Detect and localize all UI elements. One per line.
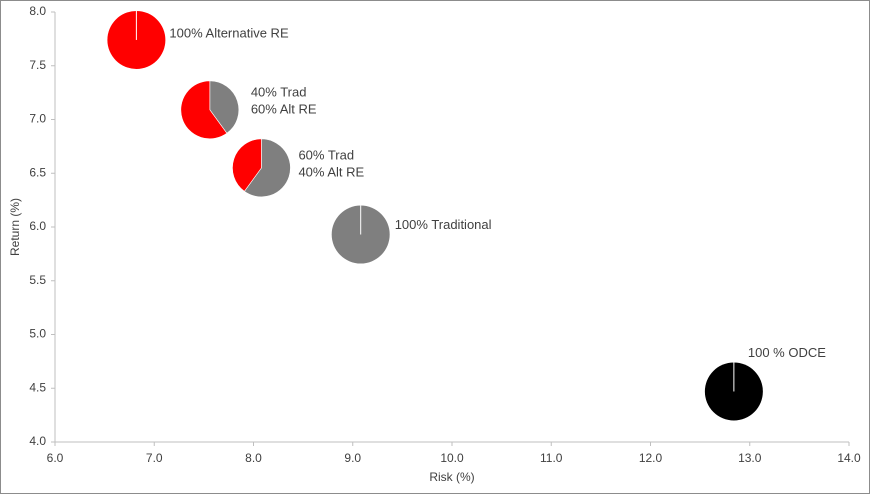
x-axis-title: Risk (%)	[429, 470, 474, 484]
y-tick-label: 7.5	[29, 58, 46, 72]
y-tick-label: 5.0	[29, 327, 46, 341]
y-axis-title: Return (%)	[8, 198, 22, 256]
x-tick-label: 12.0	[639, 451, 663, 465]
point-label: 40% Trad	[251, 84, 307, 99]
y-tick-label: 7.0	[29, 112, 46, 126]
x-tick-label: 8.0	[245, 451, 262, 465]
x-tick-label: 14.0	[837, 451, 861, 465]
y-tick-label: 4.0	[29, 434, 46, 448]
pie-marker	[107, 10, 166, 69]
point-label: 100% Traditional	[395, 217, 492, 232]
pie-slice	[180, 80, 228, 140]
y-tick-label: 5.5	[29, 273, 46, 287]
x-tick-label: 9.0	[344, 451, 361, 465]
x-tick-label: 11.0	[540, 451, 563, 465]
x-tick-label: 6.0	[47, 451, 64, 465]
x-tick-label: 10.0	[440, 451, 464, 465]
pie-marker	[180, 80, 240, 140]
y-tick-label: 4.5	[29, 380, 46, 394]
point-label: 100% Alternative RE	[169, 25, 289, 40]
pie-slice	[243, 138, 291, 198]
pie-marker	[331, 205, 390, 264]
pie-slice	[232, 138, 262, 192]
x-tick-label: 7.0	[146, 451, 163, 465]
point-label: 60% Alt RE	[251, 101, 317, 116]
pie-marker	[232, 138, 291, 198]
pie-slice	[209, 80, 240, 134]
point-label: 60% Trad	[298, 147, 354, 162]
x-tick-label: 13.0	[738, 451, 762, 465]
y-tick-label: 6.5	[29, 165, 46, 179]
y-tick-label: 6.0	[29, 219, 46, 233]
pie-marker	[704, 362, 763, 421]
y-tick-label: 8.0	[29, 4, 46, 18]
point-label: 100 % ODCE	[748, 345, 826, 360]
point-label: 40% Alt RE	[298, 164, 364, 179]
